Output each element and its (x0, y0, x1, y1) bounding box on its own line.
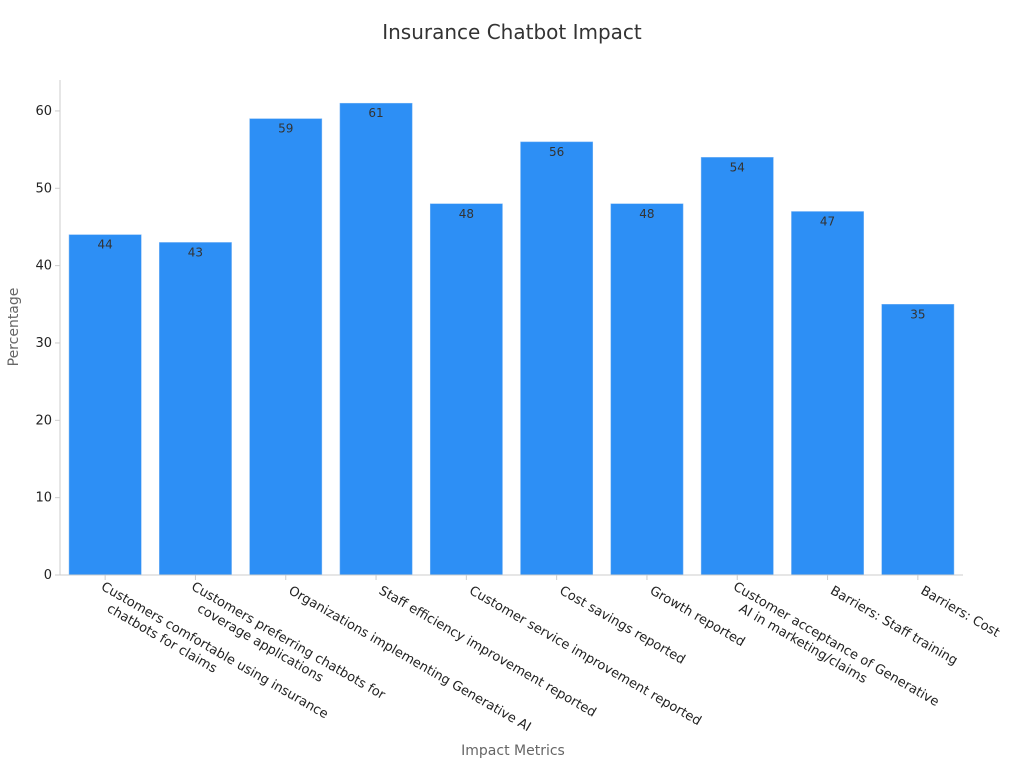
bar-value-label: 48 (639, 207, 654, 221)
bar-value-label: 59 (278, 122, 293, 136)
y-ticks: 0 10 20 30 40 50 60 (35, 104, 60, 583)
x-tick-label: Customer acceptance of GenerativeAI in m… (722, 579, 941, 723)
y-tick-label: 40 (35, 259, 52, 274)
x-ticks: Customers comfortable using insurancecha… (98, 575, 1002, 735)
bar-value-label: 61 (368, 106, 383, 120)
bar (159, 242, 232, 576)
bar-value-label: 47 (820, 214, 835, 228)
bar-value-label: 43 (188, 245, 203, 259)
y-axis-title: Percentage (6, 288, 22, 367)
y-tick-label: 10 (35, 491, 52, 506)
y-tick-label: 0 (44, 568, 52, 583)
bar (339, 102, 413, 576)
y-tick-label: 20 (35, 413, 52, 428)
x-axis-title: Impact Metrics (461, 743, 565, 759)
bar-value-label: 54 (730, 160, 745, 174)
y-tick-label: 60 (35, 104, 52, 119)
bar (881, 304, 955, 576)
axes-layer (59, 80, 963, 576)
y-tick-label: 50 (35, 181, 52, 196)
data-labels: 44 43 59 61 48 56 48 54 47 35 (98, 106, 926, 321)
bar (791, 211, 864, 576)
bar (429, 203, 503, 576)
bar (700, 157, 774, 576)
chart-title: Insurance Chatbot Impact (382, 20, 642, 44)
bar (610, 203, 684, 576)
x-tick-label: Barriers: Cost (918, 583, 1002, 640)
y-tick-label: 30 (35, 336, 52, 351)
bar-value-label: 44 (98, 238, 113, 252)
bar (68, 234, 142, 576)
bar-value-label: 48 (459, 207, 474, 221)
bar-value-label: 56 (549, 145, 564, 159)
bars-layer (68, 102, 955, 576)
bar-value-label: 35 (910, 307, 925, 321)
bar (249, 118, 323, 576)
bar (520, 141, 594, 576)
